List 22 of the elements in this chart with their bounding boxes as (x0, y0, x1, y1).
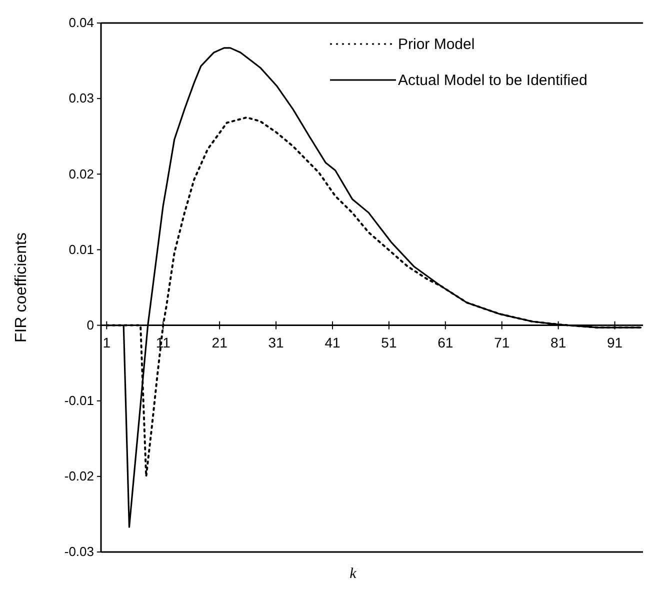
x-tick-label: 31 (268, 334, 284, 351)
x-tick-label: 51 (381, 334, 397, 351)
x-tick-label: 1 (102, 334, 111, 351)
y-tick-label: 0.02 (68, 166, 94, 182)
legend-label: Prior Model (398, 36, 475, 53)
x-tick-label: 21 (212, 334, 228, 351)
y-tick-label: -0.02 (64, 468, 94, 484)
x-tick-label: 91 (606, 334, 623, 351)
x-tick-label: 61 (438, 334, 454, 351)
y-tick-label: 0.04 (68, 15, 94, 30)
x-tick-label: 81 (550, 334, 566, 351)
y-tick-label: 0 (86, 317, 94, 332)
y-tick-label: -0.03 (64, 544, 94, 560)
x-tick-label: 11 (156, 334, 171, 351)
y-tick-label: 0.03 (68, 90, 94, 106)
x-axis-title: k (350, 566, 357, 582)
y-tick-label: -0.01 (64, 393, 94, 408)
legend-label: Actual Model to be Identified (398, 72, 588, 89)
x-tick-label: 71 (494, 334, 510, 351)
y-axis-title: FIR coefficients (13, 232, 30, 342)
x-tick-label: 41 (324, 334, 340, 351)
y-tick-label: 0.01 (68, 242, 94, 257)
